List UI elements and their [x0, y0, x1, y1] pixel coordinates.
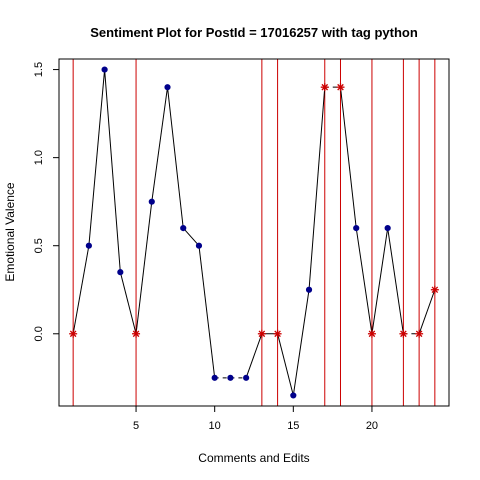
x-tick-label: 10: [209, 420, 221, 432]
data-point-star: [399, 329, 408, 338]
series-segment: [355, 228, 373, 334]
series-segment: [119, 272, 137, 334]
data-point: [85, 242, 92, 249]
series-segment: [198, 245, 216, 378]
data-point: [117, 269, 124, 276]
x-axis-label: Comments and Edits: [198, 451, 309, 465]
data-point: [211, 374, 218, 381]
data-point: [195, 242, 203, 249]
series-segment: [387, 228, 404, 334]
data-point: [384, 224, 391, 232]
x-tick-label: 15: [287, 420, 299, 432]
series-segment: [277, 333, 294, 396]
data-point: [243, 374, 250, 381]
axes-layer: 5 10 15 20 0.0 0.5 1.0 1.5: [33, 62, 378, 432]
data-point-star: [257, 329, 266, 338]
points-layer: [69, 66, 439, 399]
series-segment: [104, 69, 121, 273]
data-point-star: [320, 83, 329, 92]
y-tick-label: 0.0: [33, 326, 45, 341]
chart-title: Sentiment Plot for PostId = 17016257 wit…: [90, 25, 418, 40]
data-point: [180, 224, 187, 232]
data-point-star: [132, 329, 141, 338]
data-point-star: [367, 329, 376, 338]
y-tick-label: 0.5: [33, 238, 45, 253]
vertical-lines-layer: [72, 59, 436, 406]
series-segment: [182, 227, 200, 247]
data-point: [227, 374, 234, 381]
data-point-star: [430, 285, 439, 294]
series-segment: [418, 289, 436, 334]
series-segment: [339, 87, 357, 229]
y-tick-label: 1.0: [33, 150, 45, 165]
series-segment: [308, 87, 326, 290]
data-point: [164, 84, 171, 91]
data-point: [148, 198, 155, 205]
series-layer: [72, 69, 436, 396]
plot-frame: [58, 58, 450, 407]
series-segment: [135, 201, 153, 334]
series-segment: [72, 245, 90, 334]
data-point-star: [69, 329, 78, 338]
data-point: [305, 286, 313, 293]
series-segment: [167, 87, 184, 229]
data-point: [101, 66, 108, 73]
x-tick-label: 5: [133, 420, 139, 432]
series-segment: [245, 333, 263, 378]
data-point: [353, 224, 360, 232]
series-segment: [151, 87, 169, 202]
series-segment: [292, 289, 310, 396]
y-axis-label: Emotional Valence: [3, 182, 17, 281]
data-point-star: [415, 329, 424, 338]
series-segment: [88, 69, 106, 246]
y-tick-label: 1.5: [33, 62, 45, 77]
series-segment: [371, 228, 389, 334]
data-point-star: [273, 329, 282, 338]
x-tick-label: 20: [366, 420, 378, 432]
data-point-star: [336, 83, 345, 92]
data-point: [290, 392, 297, 399]
